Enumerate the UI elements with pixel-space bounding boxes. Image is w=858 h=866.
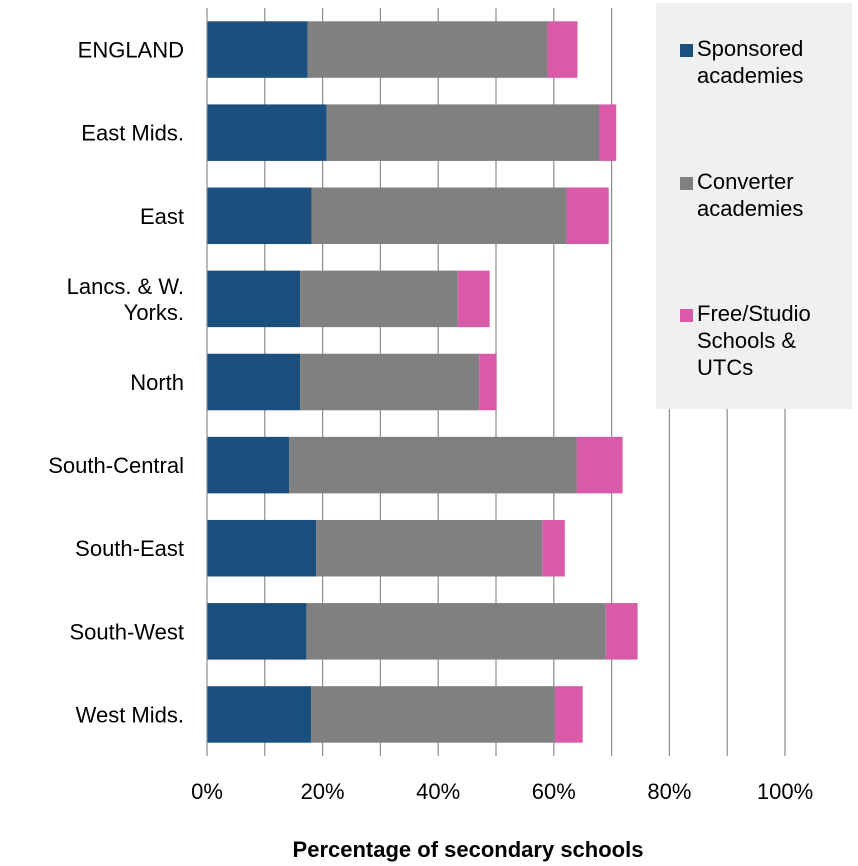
bar-segment bbox=[311, 187, 567, 245]
bar-segment bbox=[547, 21, 578, 78]
x-tick-labels: 0% 20% 40% 60% 80% 100% bbox=[191, 779, 813, 804]
bar-segment bbox=[326, 104, 600, 161]
category-label: West Mids. bbox=[76, 702, 184, 727]
legend-entry: Sponsored academies bbox=[697, 36, 803, 88]
category-label: South-Central bbox=[48, 453, 184, 478]
bar-segment bbox=[576, 436, 623, 494]
category-labels: ENGLAND East Mids. East Lancs. & W. Yorks. No… bbox=[48, 38, 184, 728]
x-tick-label: 80% bbox=[647, 779, 691, 804]
legend-box bbox=[656, 3, 852, 409]
bar-segment bbox=[599, 104, 617, 161]
legend-entry: Free/Studio Schools & UTCs bbox=[697, 301, 811, 380]
bar-segment bbox=[542, 519, 565, 577]
category-label: ENGLAND bbox=[78, 38, 184, 63]
legend: Sponsored academies Converter academies Free… bbox=[680, 36, 811, 380]
bar-segment bbox=[316, 519, 543, 577]
x-tick-label: 0% bbox=[191, 779, 223, 804]
bar-segment bbox=[207, 353, 301, 411]
category-label: Lancs. & W. Yorks. bbox=[67, 274, 184, 325]
bar-segment bbox=[300, 270, 458, 328]
legend-swatch bbox=[680, 309, 693, 322]
bar-segment bbox=[300, 353, 480, 411]
bar-segment bbox=[207, 21, 308, 78]
bar-segment bbox=[207, 187, 312, 245]
bar-segment bbox=[307, 21, 548, 78]
category-label: North bbox=[130, 370, 184, 395]
legend-swatch bbox=[680, 177, 693, 190]
bar-segment bbox=[207, 519, 317, 577]
legend-swatch bbox=[680, 44, 693, 57]
bar-segment bbox=[207, 603, 307, 660]
category-label: East Mids. bbox=[81, 121, 184, 146]
bar-segment bbox=[207, 436, 290, 494]
bar-segment bbox=[479, 353, 497, 411]
bar-segment bbox=[554, 686, 583, 743]
bar-segment bbox=[566, 187, 609, 245]
x-axis-title: Percentage of secondary schools bbox=[293, 837, 644, 862]
category-label: South-West bbox=[69, 619, 184, 644]
x-tick-label: 20% bbox=[301, 779, 345, 804]
legend-entry: Converter academies bbox=[697, 169, 803, 221]
x-tick-label: 100% bbox=[757, 779, 813, 804]
bar-segment bbox=[207, 270, 301, 328]
bar-segment bbox=[207, 104, 327, 161]
bar-segment bbox=[207, 686, 312, 743]
bar-segment bbox=[311, 686, 555, 743]
bar-segment bbox=[289, 436, 577, 494]
category-label: East bbox=[140, 204, 184, 229]
bar-segment bbox=[457, 270, 490, 328]
bars bbox=[207, 21, 638, 743]
category-label: South-East bbox=[75, 536, 184, 561]
x-tick-label: 60% bbox=[532, 779, 576, 804]
x-tick-label: 40% bbox=[416, 779, 460, 804]
bar-segment bbox=[306, 603, 606, 660]
bar-segment bbox=[605, 603, 638, 660]
